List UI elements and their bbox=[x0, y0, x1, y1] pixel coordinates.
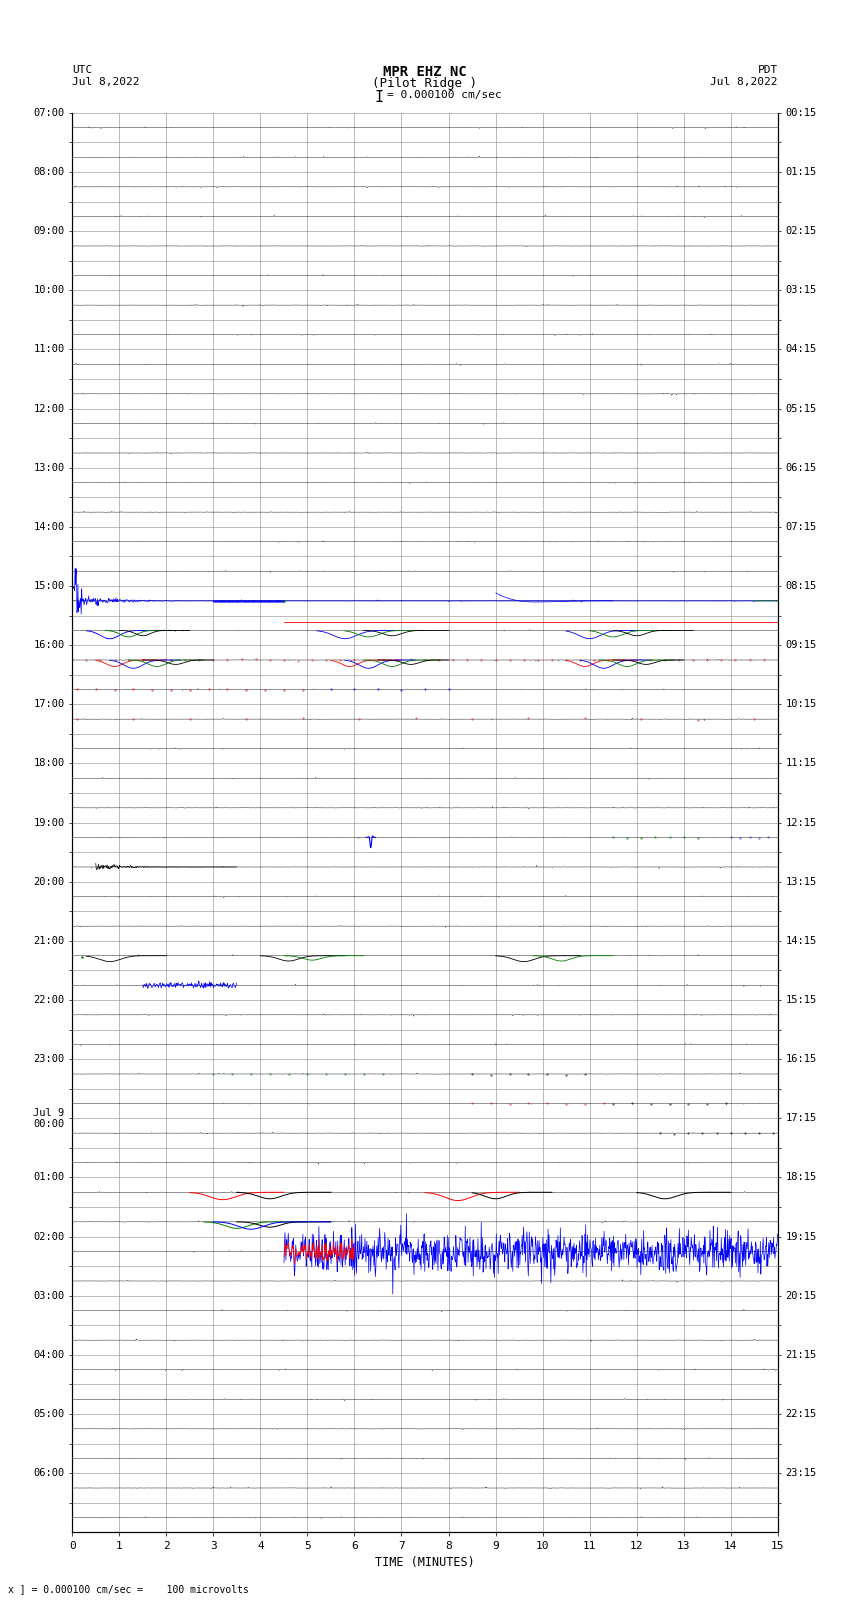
Text: I: I bbox=[374, 90, 383, 105]
Text: Jul 8,2022: Jul 8,2022 bbox=[72, 77, 139, 87]
Text: PDT: PDT bbox=[757, 65, 778, 74]
X-axis label: TIME (MINUTES): TIME (MINUTES) bbox=[375, 1555, 475, 1568]
Text: Jul 8,2022: Jul 8,2022 bbox=[711, 77, 778, 87]
Text: UTC: UTC bbox=[72, 65, 93, 74]
Text: = 0.000100 cm/sec: = 0.000100 cm/sec bbox=[387, 90, 501, 100]
Text: MPR EHZ NC: MPR EHZ NC bbox=[383, 65, 467, 79]
Text: (Pilot Ridge ): (Pilot Ridge ) bbox=[372, 77, 478, 90]
Text: x ] = 0.000100 cm/sec =    100 microvolts: x ] = 0.000100 cm/sec = 100 microvolts bbox=[8, 1584, 249, 1594]
